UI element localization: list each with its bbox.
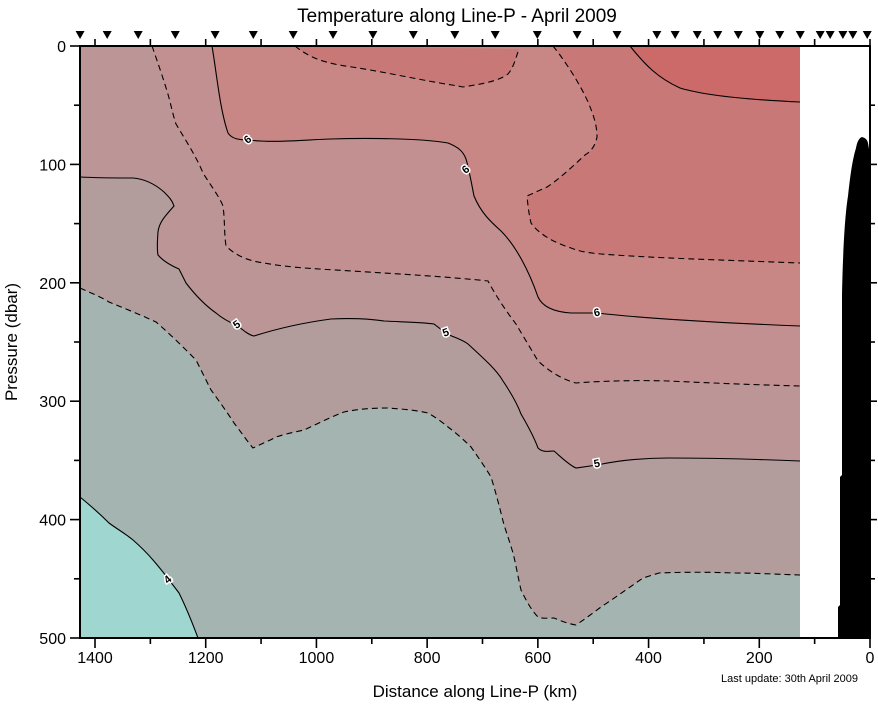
y-axis-label: Pressure (dbar) [2, 283, 21, 401]
station-marker [815, 31, 825, 39]
station-marker [670, 31, 680, 39]
station-marker [775, 31, 785, 39]
station-marker [795, 31, 805, 39]
y-tick-label: 500 [39, 631, 66, 648]
station-marker [825, 31, 835, 39]
bathymetry-silhouette [838, 137, 869, 638]
y-tick-label: 100 [39, 157, 66, 174]
station-marker [532, 31, 542, 39]
isotherm-5-solid [79, 176, 801, 469]
station-marker [328, 31, 338, 39]
x-tick-label: 1200 [188, 650, 224, 667]
contour-label-6: 6 [593, 306, 601, 319]
station-marker [170, 31, 180, 39]
chart-title: Temperature along Line-P - April 2009 [297, 6, 617, 27]
y-tick-label: 400 [39, 513, 66, 530]
x-tick-label: 1400 [77, 650, 113, 667]
temp-band-6.5-7-surface-pocket [295, 46, 519, 87]
station-marker [713, 31, 723, 39]
station-marker [652, 31, 662, 39]
station-marker [408, 31, 418, 39]
isotherm-6-solid [211, 45, 801, 327]
y-tick-label: 200 [39, 276, 66, 293]
x-axis-label: Distance along Line-P (km) [373, 682, 578, 701]
isotherm-4.5-dashed [79, 287, 801, 626]
isotherm-4-solid [79, 496, 199, 639]
station-marker [612, 31, 622, 39]
station-marker [450, 31, 460, 39]
x-tick-label: 200 [746, 650, 773, 667]
station-marker [133, 31, 143, 39]
x-tick-label: 800 [414, 650, 441, 667]
x-tick-label: 0 [866, 650, 875, 667]
station-marker [572, 31, 582, 39]
temp-band->7 [630, 46, 800, 102]
station-marker [692, 31, 702, 39]
isotherm-5.5-dashed [151, 45, 801, 387]
y-tick-label: 0 [57, 39, 66, 56]
station-marker [210, 31, 220, 39]
isotherm-6.5-dashed [294, 45, 520, 88]
station-marker [848, 31, 858, 39]
station-marker [733, 31, 743, 39]
last-update-note: Last update: 30th April 2009 [721, 673, 858, 685]
station-marker [248, 31, 258, 39]
isotherm-7-solid [629, 45, 801, 103]
isotherm-6.5-dashed [526, 45, 801, 264]
station-marker [288, 31, 298, 39]
x-tick-label: 600 [525, 650, 552, 667]
station-marker [862, 31, 872, 39]
station-marker [75, 31, 85, 39]
temp-band-6.5-7 [527, 46, 800, 263]
station-marker [102, 31, 112, 39]
contour-label-5: 5 [593, 457, 601, 470]
station-marker [490, 31, 500, 39]
station-marker [755, 31, 765, 39]
x-tick-label: 400 [635, 650, 662, 667]
x-tick-label: 1000 [299, 650, 335, 667]
station-marker [838, 31, 848, 39]
y-tick-label: 300 [39, 394, 66, 411]
station-marker [368, 31, 378, 39]
